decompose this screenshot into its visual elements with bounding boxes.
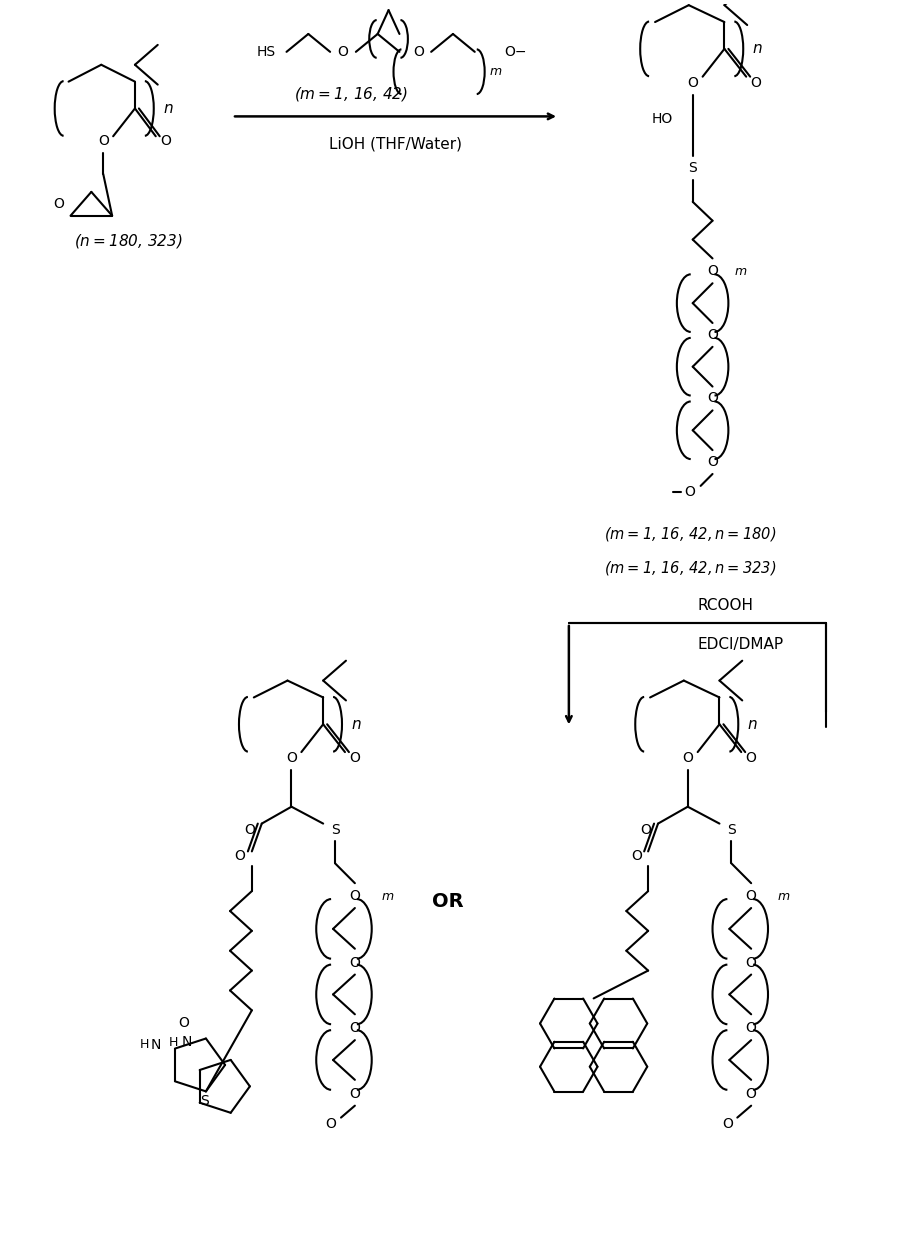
Text: S: S — [200, 1094, 208, 1107]
Text: O: O — [707, 455, 718, 469]
Text: O: O — [350, 1086, 361, 1101]
Text: ($m$ = 1, 16, 42, $n$ = 180): ($m$ = 1, 16, 42, $n$ = 180) — [604, 524, 776, 543]
Text: O: O — [350, 1021, 361, 1036]
Text: O: O — [337, 44, 348, 59]
Text: O: O — [707, 392, 718, 406]
Text: O: O — [684, 485, 695, 499]
Text: $n$: $n$ — [162, 101, 173, 116]
Text: O: O — [350, 889, 361, 903]
Text: O: O — [722, 1117, 733, 1131]
Text: O: O — [745, 751, 756, 764]
Text: N: N — [151, 1038, 161, 1052]
Text: RCOOH: RCOOH — [698, 598, 753, 613]
Text: $n$: $n$ — [351, 716, 361, 731]
Text: $m$: $m$ — [380, 889, 394, 903]
Text: EDCI/DMAP: EDCI/DMAP — [698, 637, 784, 652]
Text: O: O — [350, 751, 361, 764]
Text: O: O — [745, 956, 756, 969]
Text: O−: O− — [504, 44, 527, 59]
Text: O: O — [350, 956, 361, 969]
Text: O: O — [745, 1021, 756, 1036]
Text: O: O — [98, 134, 109, 148]
Text: O: O — [751, 75, 762, 90]
Text: O: O — [413, 44, 423, 59]
Text: S: S — [688, 162, 697, 175]
Text: O: O — [234, 850, 246, 863]
Text: $m$: $m$ — [735, 265, 747, 277]
Text: LiOH (THF/Water): LiOH (THF/Water) — [329, 137, 462, 152]
Text: O: O — [683, 751, 693, 764]
Text: O: O — [640, 822, 651, 836]
Text: O: O — [161, 134, 171, 148]
Text: HS: HS — [257, 44, 276, 59]
Text: HO: HO — [651, 112, 673, 127]
Text: OR: OR — [432, 891, 464, 910]
Text: S: S — [331, 822, 339, 836]
Text: O: O — [745, 889, 756, 903]
Text: $n$: $n$ — [747, 716, 758, 731]
Text: ($m$ = 1, 16, 42, $n$ = 323): ($m$ = 1, 16, 42, $n$ = 323) — [604, 560, 776, 577]
Text: $m$: $m$ — [489, 65, 502, 78]
Text: ($n$ = 180, 323): ($n$ = 180, 323) — [74, 232, 182, 249]
Text: O: O — [631, 850, 641, 863]
Text: O: O — [745, 1086, 756, 1101]
Text: O: O — [707, 264, 718, 279]
Text: O: O — [179, 1016, 189, 1030]
Text: O: O — [244, 822, 256, 836]
Text: $n$: $n$ — [753, 42, 762, 57]
Text: H: H — [169, 1036, 179, 1049]
Text: O: O — [53, 197, 64, 211]
Text: O: O — [286, 751, 297, 764]
Text: O: O — [326, 1117, 336, 1131]
Text: O: O — [707, 328, 718, 342]
Text: S: S — [727, 822, 736, 836]
Text: ($m$ = 1, 16, 42): ($m$ = 1, 16, 42) — [294, 85, 408, 102]
Text: O: O — [687, 75, 698, 90]
Text: H: H — [140, 1038, 149, 1051]
Text: N: N — [182, 1036, 192, 1049]
Text: $m$: $m$ — [777, 889, 790, 903]
